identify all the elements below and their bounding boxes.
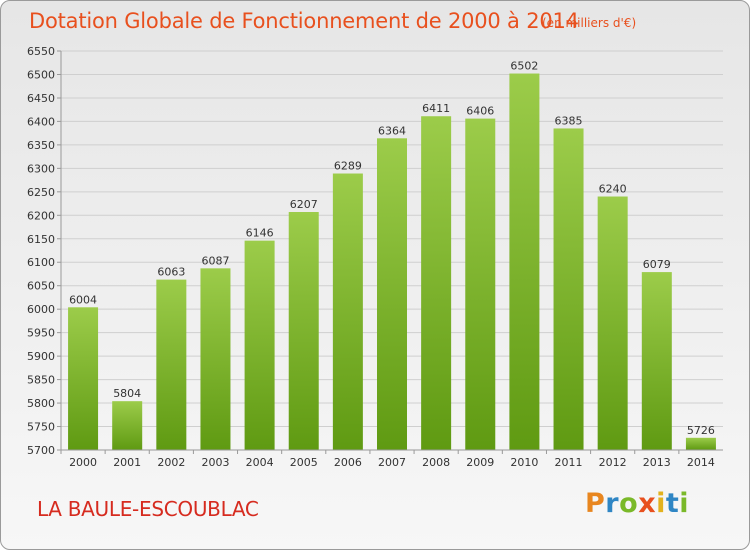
- data-label-2009: 6406: [466, 105, 494, 118]
- data-label-2013: 6079: [643, 258, 671, 271]
- data-label-2004: 6146: [246, 227, 274, 240]
- bars: [68, 73, 716, 451]
- bar-2001: [112, 401, 143, 450]
- y-tick-label: 6500: [27, 68, 55, 81]
- y-tick-label: 6050: [27, 280, 55, 293]
- y-tick-label: 6550: [27, 45, 55, 58]
- y-tick-label: 6150: [27, 233, 55, 246]
- data-label-2008: 6411: [422, 102, 450, 115]
- x-tick-label-2008: 2008: [422, 456, 450, 469]
- x-tick-label-2014: 2014: [687, 456, 715, 469]
- data-label-2014: 5726: [687, 424, 715, 437]
- data-labels: 6004 5804 6063 6087 6146 6207 6289 6364 6411 6406…: [69, 60, 715, 437]
- bar-2011: [553, 128, 584, 450]
- y-tick-label: 5850: [27, 374, 55, 387]
- bar-2007: [377, 138, 407, 450]
- y-tick-label: 6400: [27, 115, 55, 128]
- bar-2010: [509, 73, 540, 450]
- bar-2000: [68, 307, 99, 450]
- y-tick-label: 6450: [27, 92, 55, 105]
- chart-title: Dotation Globale de Fonctionnement de 20…: [29, 9, 579, 33]
- x-axis-ticks: 2000 2001 2002 2003 2004 2005 2006 2007 2008 2009…: [60, 449, 723, 469]
- data-label-2005: 6207: [290, 198, 318, 211]
- x-tick-label-2006: 2006: [334, 456, 362, 469]
- bar-2008: [421, 116, 452, 451]
- y-tick-label: 5900: [27, 350, 55, 363]
- bar-2002: [156, 279, 187, 450]
- x-tick-label-2011: 2011: [555, 456, 583, 469]
- x-tick-label-2001: 2001: [113, 456, 141, 469]
- bar-2005: [288, 212, 319, 450]
- data-label-2006: 6289: [334, 160, 362, 173]
- data-label-2011: 6385: [555, 114, 583, 127]
- data-label-2003: 6087: [201, 254, 229, 267]
- x-tick-label-2012: 2012: [599, 456, 627, 469]
- x-tick-label-2005: 2005: [290, 456, 318, 469]
- y-tick-label: 6000: [27, 303, 55, 316]
- data-label-2012: 6240: [599, 183, 627, 196]
- y-axis-ticks: 5700 5750 5800 5850 5900 5950 6000 6050 6100 6150…: [27, 45, 62, 457]
- bar-2004: [244, 240, 275, 450]
- x-tick-label-2013: 2013: [643, 456, 671, 469]
- x-tick-label-2010: 2010: [510, 456, 538, 469]
- y-tick-label: 5750: [27, 421, 55, 434]
- data-label-2002: 6063: [157, 266, 185, 279]
- bar-2013: [641, 272, 672, 450]
- x-tick-label-2003: 2003: [201, 456, 229, 469]
- data-label-2001: 5804: [113, 387, 141, 400]
- y-tick-label: 5700: [27, 444, 55, 457]
- x-tick-label-2000: 2000: [69, 456, 97, 469]
- data-label-2007: 6364: [378, 124, 406, 137]
- bar-2003: [200, 268, 231, 450]
- town-name: LA BAULE-ESCOUBLAC: [37, 497, 259, 521]
- y-tick-label: 6200: [27, 209, 55, 222]
- y-tick-label: 6300: [27, 162, 55, 175]
- y-tick-label: 6350: [27, 139, 55, 152]
- y-tick-label: 5950: [27, 327, 55, 340]
- x-tick-label-2009: 2009: [466, 456, 494, 469]
- chart-unit: (en milliers d'€): [542, 16, 637, 30]
- data-label-2000: 6004: [69, 293, 97, 306]
- y-tick-label: 5800: [27, 397, 55, 410]
- bar-2009: [465, 118, 496, 451]
- bar-2006: [332, 173, 363, 450]
- y-tick-label: 6250: [27, 186, 55, 199]
- x-tick-label-2004: 2004: [246, 456, 274, 469]
- data-label-2010: 6502: [510, 60, 538, 73]
- x-tick-label-2002: 2002: [157, 456, 185, 469]
- x-tick-label-2007: 2007: [378, 456, 406, 469]
- bar-2012: [597, 196, 628, 450]
- y-tick-label: 6100: [27, 256, 55, 269]
- proxiti-logo[interactable]: Proxiti: [585, 488, 690, 519]
- bar-2014: [685, 437, 716, 450]
